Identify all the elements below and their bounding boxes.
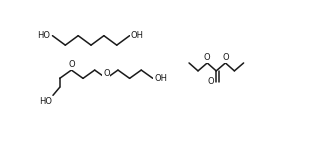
Text: O: O — [68, 61, 75, 69]
Text: HO: HO — [38, 31, 50, 40]
Text: O: O — [204, 53, 211, 62]
Text: O: O — [222, 53, 229, 62]
Text: O: O — [208, 77, 214, 86]
Text: HO: HO — [39, 97, 52, 105]
Text: OH: OH — [131, 31, 144, 40]
Text: OH: OH — [154, 74, 167, 83]
Text: O: O — [103, 69, 110, 78]
